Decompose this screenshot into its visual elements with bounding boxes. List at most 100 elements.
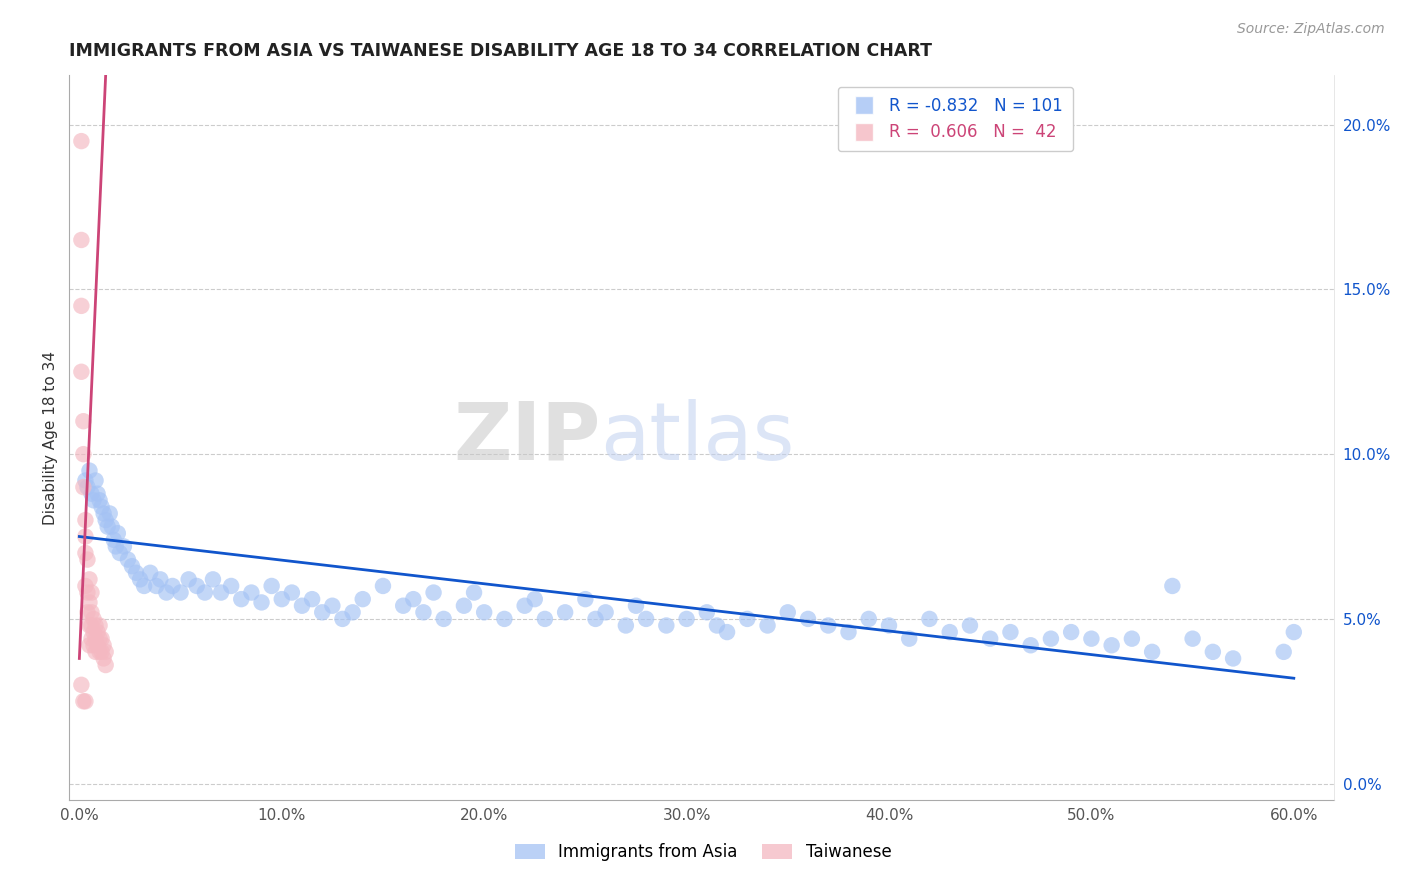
Text: atlas: atlas bbox=[600, 399, 794, 476]
Point bbox=[1019, 638, 1042, 652]
Point bbox=[402, 592, 425, 607]
Point bbox=[837, 625, 859, 640]
Point bbox=[86, 638, 108, 652]
Point bbox=[311, 605, 333, 619]
Point bbox=[104, 540, 127, 554]
Point bbox=[139, 566, 162, 580]
Point bbox=[76, 585, 98, 599]
Point bbox=[75, 474, 97, 488]
Point bbox=[1140, 645, 1163, 659]
Point bbox=[70, 233, 93, 247]
Point bbox=[938, 625, 960, 640]
Point bbox=[231, 592, 253, 607]
Point bbox=[125, 566, 148, 580]
Point bbox=[86, 625, 108, 640]
Point bbox=[321, 599, 343, 613]
Point bbox=[655, 618, 678, 632]
Point bbox=[858, 612, 880, 626]
Point bbox=[412, 605, 434, 619]
Point bbox=[72, 414, 94, 428]
Point bbox=[260, 579, 283, 593]
Point bbox=[90, 500, 112, 514]
Point bbox=[94, 645, 117, 659]
Point bbox=[371, 579, 394, 593]
Point bbox=[177, 573, 200, 587]
Point bbox=[86, 486, 108, 500]
Point bbox=[97, 519, 120, 533]
Point bbox=[513, 599, 536, 613]
Point bbox=[89, 618, 111, 632]
Point bbox=[75, 529, 97, 543]
Point bbox=[1000, 625, 1022, 640]
Point bbox=[463, 585, 485, 599]
Point bbox=[108, 546, 131, 560]
Point bbox=[70, 299, 93, 313]
Point bbox=[76, 480, 98, 494]
Point bbox=[219, 579, 242, 593]
Point bbox=[83, 612, 105, 626]
Point bbox=[103, 533, 125, 547]
Point bbox=[979, 632, 1001, 646]
Point bbox=[107, 526, 129, 541]
Point bbox=[72, 480, 94, 494]
Point bbox=[70, 134, 93, 148]
Point bbox=[1101, 638, 1123, 652]
Point bbox=[636, 612, 658, 626]
Point bbox=[75, 513, 97, 527]
Point bbox=[75, 694, 97, 708]
Legend: R = -0.832   N = 101, R =  0.606   N =  42: R = -0.832 N = 101, R = 0.606 N = 42 bbox=[838, 87, 1073, 152]
Point bbox=[75, 579, 97, 593]
Point bbox=[93, 651, 115, 665]
Point bbox=[98, 507, 121, 521]
Point bbox=[186, 579, 208, 593]
Point bbox=[453, 599, 475, 613]
Point bbox=[129, 573, 152, 587]
Point bbox=[79, 638, 101, 652]
Point bbox=[162, 579, 184, 593]
Point bbox=[614, 618, 637, 632]
Point bbox=[250, 595, 273, 609]
Point bbox=[145, 579, 167, 593]
Legend: Immigrants from Asia, Taiwanese: Immigrants from Asia, Taiwanese bbox=[508, 837, 898, 868]
Point bbox=[94, 658, 117, 673]
Point bbox=[1282, 625, 1305, 640]
Point bbox=[83, 625, 105, 640]
Point bbox=[523, 592, 546, 607]
Point bbox=[76, 605, 98, 619]
Point bbox=[554, 605, 576, 619]
Point bbox=[75, 546, 97, 560]
Point bbox=[1272, 645, 1295, 659]
Point bbox=[80, 486, 103, 500]
Point bbox=[877, 618, 900, 632]
Point bbox=[898, 632, 921, 646]
Point bbox=[422, 585, 444, 599]
Point bbox=[472, 605, 495, 619]
Point bbox=[675, 612, 697, 626]
Point bbox=[76, 552, 98, 566]
Point bbox=[90, 632, 112, 646]
Point bbox=[194, 585, 217, 599]
Point bbox=[93, 638, 115, 652]
Point bbox=[342, 605, 364, 619]
Point bbox=[84, 632, 107, 646]
Point bbox=[706, 618, 728, 632]
Point bbox=[1202, 645, 1225, 659]
Text: ZIP: ZIP bbox=[453, 399, 600, 476]
Point bbox=[80, 605, 103, 619]
Point bbox=[79, 464, 101, 478]
Point bbox=[494, 612, 516, 626]
Point bbox=[83, 493, 105, 508]
Point bbox=[1080, 632, 1102, 646]
Point bbox=[134, 579, 156, 593]
Point bbox=[392, 599, 415, 613]
Point bbox=[595, 605, 617, 619]
Point bbox=[90, 645, 112, 659]
Point bbox=[817, 618, 839, 632]
Point bbox=[72, 694, 94, 708]
Point bbox=[756, 618, 779, 632]
Point bbox=[1181, 632, 1204, 646]
Point bbox=[155, 585, 177, 599]
Point bbox=[72, 447, 94, 461]
Point bbox=[79, 618, 101, 632]
Point bbox=[585, 612, 607, 626]
